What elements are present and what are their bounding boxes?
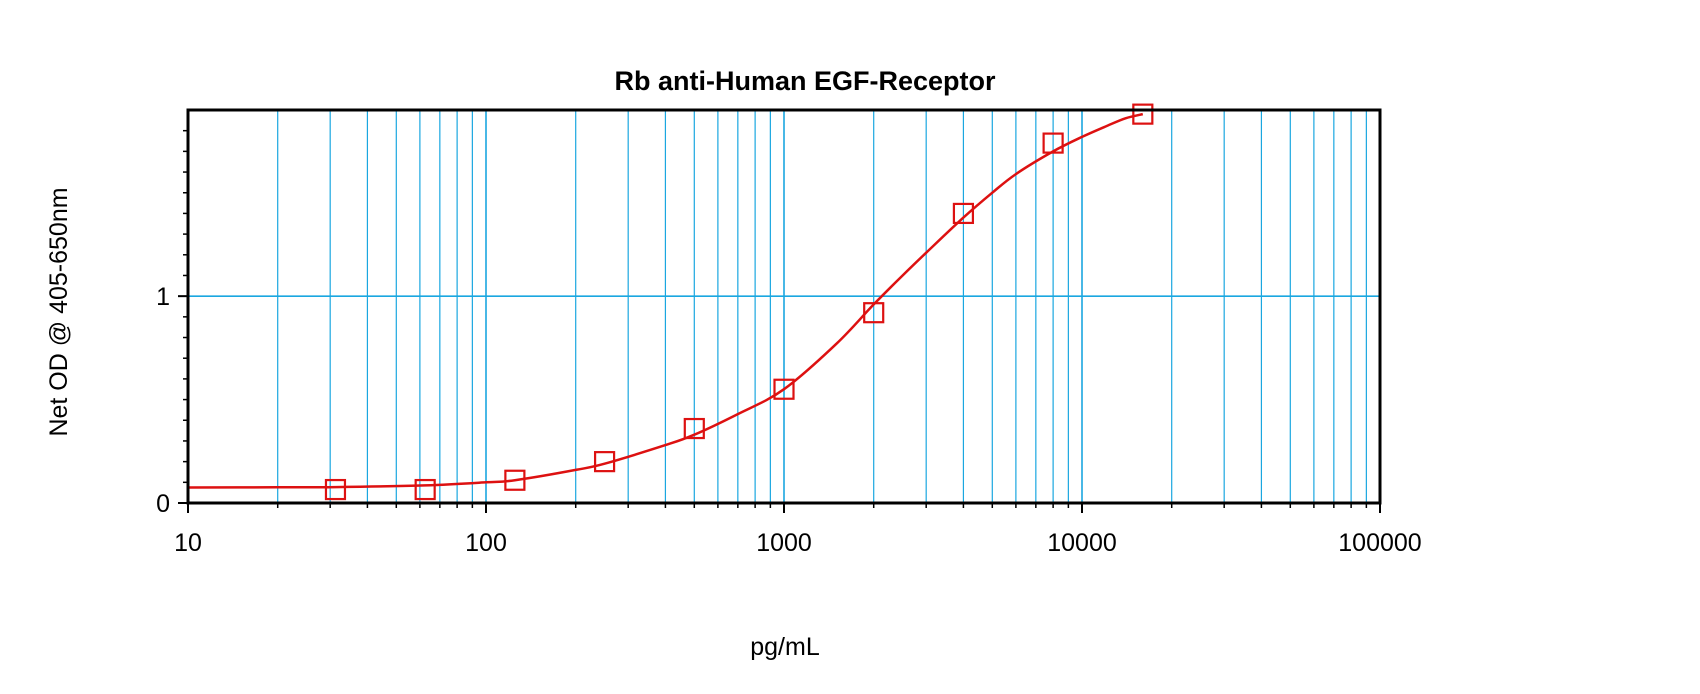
x-tick-label: 1000	[756, 529, 812, 557]
data-point	[324, 478, 347, 501]
data-point	[683, 417, 705, 440]
x-tick-label: 10000	[1047, 529, 1117, 557]
data-point	[863, 302, 885, 324]
chart-title: Rb anti-Human EGF-Receptor	[614, 66, 996, 96]
data-point	[504, 469, 526, 491]
data-point	[593, 451, 616, 473]
fit-curve-layer	[187, 112, 1144, 489]
x-tick-label: 100	[465, 529, 507, 557]
data-point	[1042, 132, 1064, 154]
tick-labels: 10 100 1000 10000 100000 0 1	[156, 283, 1422, 557]
y-axis-label: Net OD @ 405-650nm	[45, 187, 73, 436]
fit-curve	[187, 112, 1144, 489]
y-tick-label: 1	[156, 283, 170, 311]
x-tick-label: 100000	[1338, 529, 1421, 557]
x-tick-label: 10	[174, 529, 202, 557]
data-points	[324, 103, 1154, 501]
grid-lines	[188, 110, 1380, 503]
data-point	[952, 202, 975, 225]
x-axis-label: pg/mL	[750, 633, 820, 661]
data-point	[773, 378, 795, 400]
data-point	[414, 478, 436, 501]
axis-ticks	[178, 129, 1381, 513]
data-point	[1132, 103, 1154, 125]
y-tick-label: 0	[156, 490, 170, 518]
